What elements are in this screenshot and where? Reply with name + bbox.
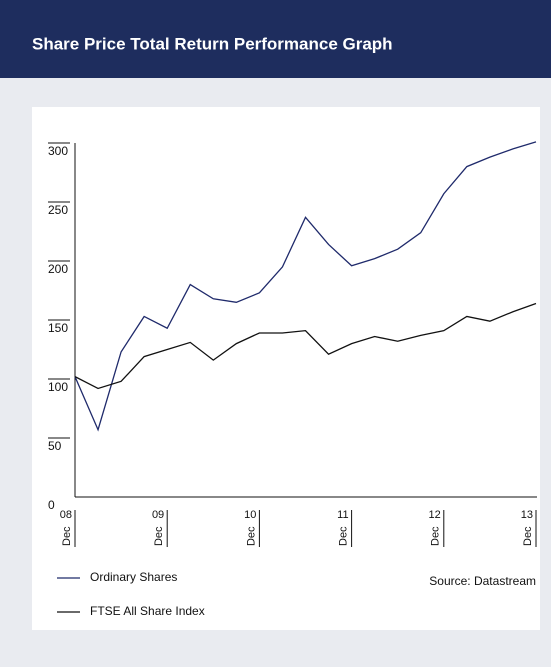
x-tick-sublabel: Dec	[338, 526, 350, 546]
source-note: Source: Datastream	[429, 574, 536, 588]
x-tick-sublabel: Dec	[430, 526, 442, 546]
x-tick-label: 08	[60, 509, 72, 521]
x-tick-sublabel: Dec	[153, 526, 165, 546]
y-tick-label: 300	[48, 144, 68, 158]
x-tick-label: 11	[337, 509, 348, 521]
y-tick-label: 100	[48, 380, 68, 394]
series-line	[74, 141, 537, 432]
series-line	[74, 302, 537, 390]
x-tick-label: 13	[521, 509, 533, 521]
x-tick-label: 10	[244, 509, 256, 521]
x-tick-label: 09	[152, 509, 164, 521]
x-tick-sublabel: Dec	[245, 526, 257, 546]
legend-label: Ordinary Shares	[90, 570, 177, 584]
header-band	[0, 0, 551, 78]
y-tick-label: 200	[48, 262, 68, 276]
x-tick-label: 12	[429, 509, 441, 521]
chart-panel	[32, 107, 540, 630]
y-tick-label: 250	[48, 203, 68, 217]
y-tick-label: 50	[48, 439, 62, 453]
x-tick-sublabel: Dec	[61, 526, 73, 546]
y-tick-label: 150	[48, 321, 68, 335]
y-tick-label: 0	[48, 498, 55, 512]
legend-label: FTSE All Share Index	[90, 604, 205, 618]
header-title: Share Price Total Return Performance Gra…	[32, 34, 393, 53]
x-tick-sublabel: Dec	[522, 526, 534, 546]
